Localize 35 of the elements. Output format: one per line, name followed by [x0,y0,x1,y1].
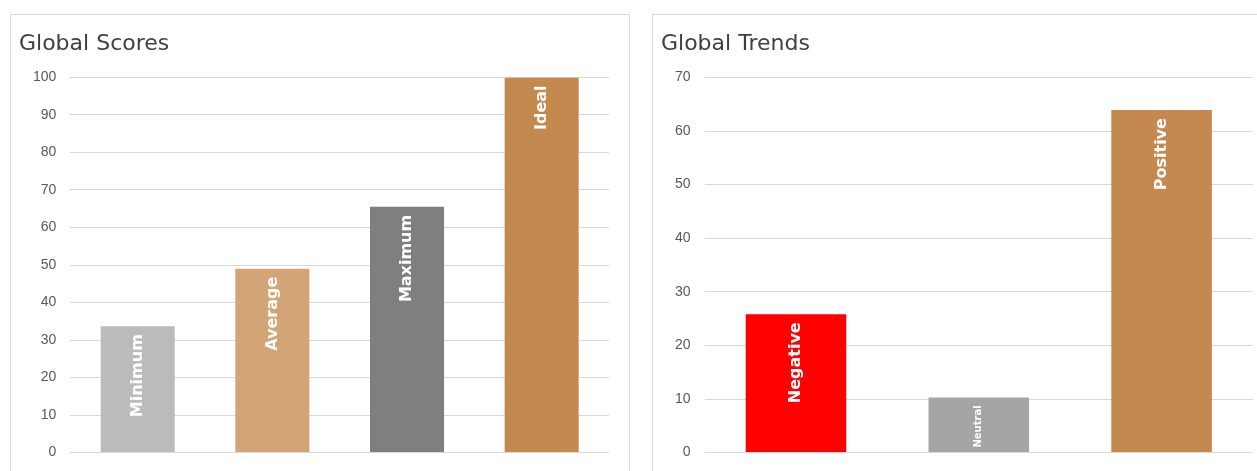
y-tick-label: 0 [48,443,57,460]
bar [369,206,445,453]
bar [100,326,175,453]
y-tick-label: 70 [674,68,691,85]
bar [928,397,1030,453]
x-tick-label: Average [261,276,281,351]
y-tick-label: 50 [40,255,57,272]
y-tick-label: 30 [40,330,57,347]
y-tick-label: 10 [674,389,691,406]
y-tick-label: 60 [40,218,57,235]
y-tick-label: 10 [40,405,57,422]
x-tick-label: Negative [785,322,805,404]
y-tick-label: 30 [674,282,691,299]
y-tick-label: 70 [40,180,57,197]
x-tick-label: Ideal [530,85,550,130]
y-tick-label: 90 [40,105,57,122]
bar [745,314,847,453]
x-tick-label: Minimum [126,334,146,418]
chart-title: Global Trends [661,29,810,55]
y-tick-label: 20 [674,336,691,353]
y-tick-label: 0 [682,443,691,460]
bar [504,77,579,453]
y-tick-label: 20 [40,368,57,385]
y-tick-label: 40 [674,229,691,246]
bar [1111,110,1212,453]
y-tick-label: 60 [674,121,691,138]
y-tick-label: 40 [40,293,57,310]
x-tick-label: Maximum [396,214,416,303]
chart-title: Global Scores [19,29,170,55]
x-tick-label: Positive [1150,117,1170,191]
y-tick-label: 100 [33,68,57,85]
x-tick-label: Neutral [972,405,984,448]
y-tick-label: 50 [674,175,691,192]
y-tick-label: 80 [40,143,57,160]
bar [235,268,310,453]
